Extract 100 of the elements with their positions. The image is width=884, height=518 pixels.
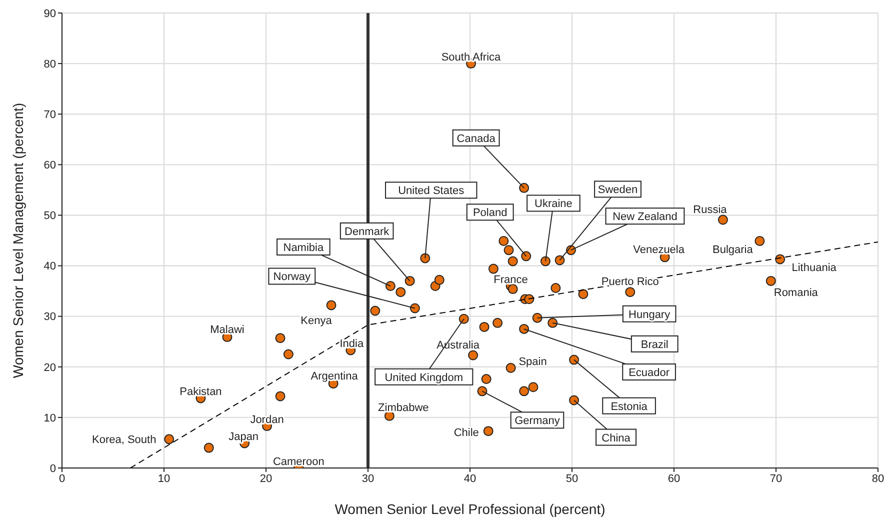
annotation: United States (398, 185, 465, 198)
point (385, 281, 396, 291)
annotation: Korea, South (92, 434, 156, 446)
y-tick-label: 20 (44, 362, 56, 374)
annotation: Venezuela (633, 244, 686, 256)
y-tick-label: 30 (44, 311, 56, 324)
x-tick-label: 80 (872, 472, 884, 485)
point (420, 253, 430, 264)
annotation: Argentina (310, 370, 359, 383)
point (275, 391, 286, 402)
point (554, 255, 565, 266)
annotation: India (340, 338, 364, 350)
point (578, 289, 588, 300)
annotation: New Zealand (612, 211, 678, 224)
point (521, 251, 532, 262)
annotation: Ecuador (628, 366, 670, 379)
x-tick-label: 0 (58, 472, 66, 485)
y-tick-label: 0 (50, 462, 56, 475)
y-tick-label: 50 (44, 210, 56, 222)
annotation: Pakistan (180, 386, 222, 398)
point (404, 276, 415, 286)
point (569, 395, 580, 406)
annotation: Estonia (610, 400, 648, 413)
annotation: Japan (228, 431, 259, 444)
point (498, 236, 509, 246)
point (488, 264, 498, 274)
point (468, 350, 478, 360)
point (370, 306, 380, 316)
x-tick-label: 60 (668, 472, 680, 485)
point (524, 294, 534, 304)
point (718, 214, 728, 225)
annotation: Ukraine (534, 198, 572, 210)
point (519, 182, 530, 193)
point (483, 426, 494, 436)
x-tick-label: 50 (566, 472, 578, 485)
point (204, 442, 214, 453)
point (548, 318, 558, 328)
point (528, 382, 538, 392)
annotation: Jordan (250, 414, 284, 426)
y-tick-label: 90 (44, 8, 56, 20)
y-tick-label: 70 (44, 109, 56, 122)
point (434, 274, 444, 285)
annotation: France (494, 274, 528, 286)
point (519, 324, 530, 334)
annotation: Namibia (283, 242, 324, 254)
point (508, 284, 518, 294)
x-tick-label: 20 (260, 472, 272, 485)
annotation: Denmark (344, 226, 390, 238)
x-axis-title: Women Senior Level Professional (percent) (334, 501, 606, 517)
annotation: Bulgaria (712, 244, 754, 256)
annotation: Spain (518, 356, 547, 368)
point (479, 322, 490, 332)
annotation: Norway (273, 271, 312, 284)
annotation: Romania (774, 286, 819, 299)
point (283, 349, 294, 360)
annotation: Germany (514, 415, 560, 428)
x-tick-label: 30 (362, 472, 374, 485)
point (540, 256, 550, 266)
annotation: Russia (693, 204, 728, 216)
point (508, 256, 518, 266)
annotation: Brazil (640, 338, 668, 351)
point (410, 303, 420, 314)
point (532, 312, 542, 323)
annotation: Zimbabwe (378, 402, 429, 414)
point (326, 300, 336, 310)
point (477, 386, 488, 396)
point (550, 283, 561, 294)
point (481, 374, 492, 384)
point (625, 287, 636, 298)
y-tick-label: 60 (44, 160, 56, 172)
annotation: Chile (454, 427, 479, 440)
point (506, 362, 516, 373)
annotation: Hungary (628, 308, 671, 321)
point (766, 276, 776, 286)
y-tick-label: 80 (44, 58, 56, 70)
point (384, 410, 394, 421)
y-tick-label: 10 (44, 412, 56, 424)
point (519, 386, 530, 396)
x-tick-label: 10 (158, 472, 170, 485)
x-tick-label: 40 (464, 472, 476, 485)
annotation: United Kingdom (384, 372, 464, 384)
annotation: China (602, 432, 632, 444)
point (458, 314, 469, 324)
x-tick-label: 70 (770, 472, 782, 485)
annotation: Lithuania (792, 262, 838, 274)
point (569, 354, 580, 365)
y-axis-title: Women Senior Level Management (percent) (10, 102, 26, 378)
point (492, 318, 503, 328)
point (754, 236, 765, 246)
annotation: Poland (472, 207, 508, 220)
annotation: Puerto Rico (601, 276, 659, 288)
point (775, 254, 786, 264)
point (504, 245, 514, 256)
point (164, 434, 174, 444)
point (275, 333, 286, 344)
annotation: Sweden (598, 184, 638, 196)
annotation: Kenya (300, 315, 333, 328)
annotation: Canada (456, 132, 496, 145)
annotation: Cameroon (272, 456, 324, 468)
y-tick-label: 40 (44, 260, 56, 273)
